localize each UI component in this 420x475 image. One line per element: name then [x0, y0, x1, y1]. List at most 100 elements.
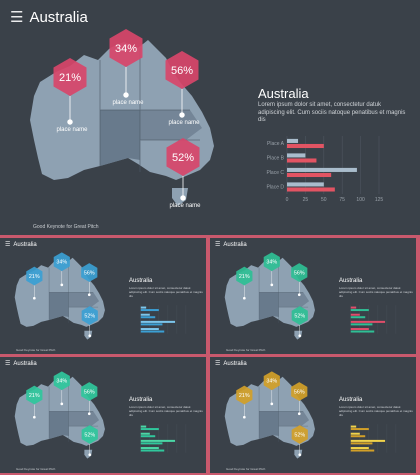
map-marker[interactable]: 34%	[263, 371, 280, 406]
marker-percent: 52%	[294, 432, 305, 438]
map-marker[interactable]: 56%	[291, 382, 308, 416]
bar-chart	[350, 424, 397, 453]
tick-label: 75	[339, 197, 345, 203]
theme-slide-teal-pink[interactable]: ☰ Australia 21% 34% 56% 52% Australia Lorem ips…	[210, 238, 416, 354]
marker-percent: 52%	[294, 313, 305, 319]
panel-title: Australia	[129, 397, 153, 403]
panel-title: Australia	[258, 86, 309, 101]
marker-percent: 56%	[294, 389, 305, 395]
bar-series-1	[350, 313, 360, 316]
map-marker[interactable]: 52%	[81, 425, 98, 457]
bar-series-1	[287, 167, 357, 172]
hamburger-menu-icon[interactable]: ☰	[5, 361, 11, 367]
bar-series-1	[350, 439, 386, 442]
map-marker[interactable]: 56%	[81, 382, 98, 416]
map-marker[interactable]: 21%	[236, 385, 253, 419]
map-marker[interactable]: 34%	[53, 371, 70, 406]
map-marker[interactable]: 21% place name	[53, 58, 89, 133]
map-marker[interactable]: 52%	[291, 425, 308, 457]
theme-slide-green[interactable]: ☰ Australia 21% 34% 56% 52% Australia Lorem ips…	[0, 357, 206, 473]
map-marker[interactable]: 34% place name	[109, 29, 145, 106]
footer-text: Good Keynote for Great Pitch	[226, 467, 266, 471]
map-marker[interactable]: 34%	[53, 252, 70, 287]
hamburger-menu-icon[interactable]: ☰	[10, 9, 24, 26]
bar-series-1	[350, 425, 357, 428]
map-marker[interactable]: 21%	[26, 385, 43, 419]
tick-label: 125	[375, 197, 384, 203]
marker-hexagon	[26, 385, 43, 405]
marker-hexagon	[263, 371, 280, 391]
bar-series-2	[350, 309, 369, 312]
map-region	[49, 411, 69, 439]
marker-pin-dot	[243, 296, 246, 300]
bar-series-1	[140, 425, 147, 428]
hamburger-menu-icon[interactable]: ☰	[215, 242, 221, 248]
bar-series-2	[350, 428, 369, 431]
tick-label: 50	[321, 197, 327, 203]
bar-series-1	[140, 432, 150, 435]
footer-text: Good Keynote for Great Pitch	[226, 348, 266, 352]
map-marker[interactable]: 21%	[236, 266, 253, 300]
bar-series-2	[350, 323, 373, 326]
bar-series-1	[140, 439, 176, 442]
map-marker[interactable]: 52%	[291, 306, 308, 338]
map-marker[interactable]: 34%	[263, 252, 280, 287]
slide-header: ☰ Australia	[5, 360, 37, 368]
marker-place-label: place name	[56, 127, 88, 133]
theme-slide-blue[interactable]: ☰ Australia 21% 34% 56% 52% Australia Lorem ips…	[0, 238, 206, 354]
marker-pin-dot	[67, 119, 73, 125]
map-marker[interactable]: 21%	[26, 266, 43, 300]
panel-title: Australia	[339, 397, 363, 403]
slide-title: Australia	[223, 241, 247, 248]
tick-label: 0	[286, 197, 289, 203]
marker-hexagon	[53, 58, 87, 96]
marker-percent: 34%	[266, 379, 277, 385]
marker-pin-dot	[33, 296, 36, 300]
marker-hexagon	[291, 306, 308, 325]
marker-pin-dot	[33, 415, 36, 419]
marker-pin-dot	[180, 195, 186, 201]
map-marker[interactable]: 56%	[81, 263, 98, 297]
map-region	[259, 411, 279, 439]
marker-pin-dot	[88, 334, 92, 338]
map-region	[278, 292, 310, 308]
tasmania	[294, 449, 303, 459]
marker-percent: 21%	[59, 72, 81, 84]
main-slide: ☰ Australia 21% place name 34% place name 56…	[0, 0, 420, 235]
map-marker[interactable]: 52%	[81, 306, 98, 338]
map-marker[interactable]: 56% place name	[165, 51, 201, 126]
map-marker[interactable]: 56%	[291, 263, 308, 297]
marker-pin-dot	[123, 92, 129, 98]
marker-place-label: place name	[169, 203, 201, 209]
map-marker[interactable]: 52% place name	[166, 138, 202, 209]
map-region	[100, 110, 140, 166]
bar-series-1	[287, 182, 324, 187]
bar-series-2	[140, 449, 165, 452]
theme-slide-gold[interactable]: ☰ Australia 21% 34% 56% 52% Australia Lorem ips…	[210, 357, 416, 473]
marker-pin-dot	[297, 293, 301, 297]
bar-chart	[140, 305, 187, 334]
bar-series-1	[287, 153, 306, 158]
tick-label: 25	[303, 197, 309, 203]
bar-series-2	[350, 330, 375, 333]
slide-title: Australia	[13, 241, 37, 248]
slide-header: ☰ Australia	[215, 241, 247, 249]
marker-pin-dot	[298, 334, 302, 338]
map-region	[49, 292, 69, 320]
marker-percent: 34%	[56, 379, 67, 385]
bar-series-1	[140, 313, 150, 316]
hamburger-menu-icon[interactable]: ☰	[5, 242, 11, 248]
panel-title: Australia	[129, 278, 153, 284]
panel-description: Lorem ipsum dolor sit amet, consectetur …	[129, 405, 203, 417]
marker-hexagon	[291, 382, 308, 401]
marker-pin-dot	[298, 453, 302, 457]
bar-series-1	[140, 447, 159, 450]
marker-pin-dot	[60, 283, 64, 287]
bar-chart	[140, 424, 187, 453]
hamburger-menu-icon[interactable]: ☰	[215, 361, 221, 367]
bar-series-2	[350, 449, 375, 452]
marker-hexagon	[81, 425, 98, 444]
map-region	[68, 292, 100, 308]
marker-percent: 34%	[115, 43, 137, 55]
bar-series-2	[140, 330, 165, 333]
